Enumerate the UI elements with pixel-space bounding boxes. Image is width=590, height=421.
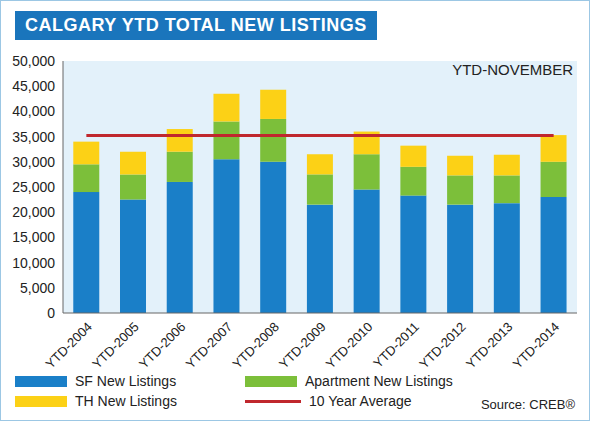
svg-text:YTD-2013: YTD-2013 — [463, 319, 516, 371]
html-text:SF New Listings: SF New Listings — [75, 373, 177, 389]
svg-text:YTD-2014: YTD-2014 — [510, 319, 563, 371]
svg-text:YTD-2005: YTD-2005 — [89, 319, 142, 371]
svg-text:YTD-2008: YTD-2008 — [229, 319, 282, 371]
svg-text:35,000: 35,000 — [12, 129, 55, 145]
svg-text:20,000: 20,000 — [12, 204, 55, 220]
svg-text:YTD-2010: YTD-2010 — [323, 319, 376, 371]
html-text:Source: CREB®: Source: CREB® — [480, 397, 575, 412]
svg-text:0: 0 — [47, 305, 55, 321]
svg-text:25,000: 25,000 — [12, 179, 55, 195]
svg-text:YTD-2006: YTD-2006 — [136, 319, 189, 371]
html-text:10 Year Average: 10 Year Average — [309, 393, 412, 409]
svg-text:40,000: 40,000 — [12, 103, 55, 119]
html-text:Apartment New Listings: Apartment New Listings — [305, 373, 453, 389]
html-text:CALGARY YTD TOTAL NEW LISTINGS: CALGARY YTD TOTAL NEW LISTINGS — [25, 15, 367, 35]
svg-text:YTD-2004: YTD-2004 — [43, 319, 96, 371]
html-text:TH New Listings: TH New Listings — [75, 393, 177, 409]
svg-text:5,000: 5,000 — [20, 280, 55, 296]
svg-text:45,000: 45,000 — [12, 78, 55, 94]
svg-text:YTD-2012: YTD-2012 — [416, 319, 469, 371]
svg-text:YTD-2007: YTD-2007 — [183, 319, 236, 371]
svg-text:10,000: 10,000 — [12, 255, 55, 271]
svg-text:YTD-2009: YTD-2009 — [276, 319, 329, 371]
svg-text:30,000: 30,000 — [12, 154, 55, 170]
svg-text:15,000: 15,000 — [12, 229, 55, 245]
svg-text:YTD-2011: YTD-2011 — [370, 319, 422, 371]
html-text:YTD-NOVEMBER: YTD-NOVEMBER — [452, 61, 573, 78]
svg-text:50,000: 50,000 — [12, 53, 55, 69]
